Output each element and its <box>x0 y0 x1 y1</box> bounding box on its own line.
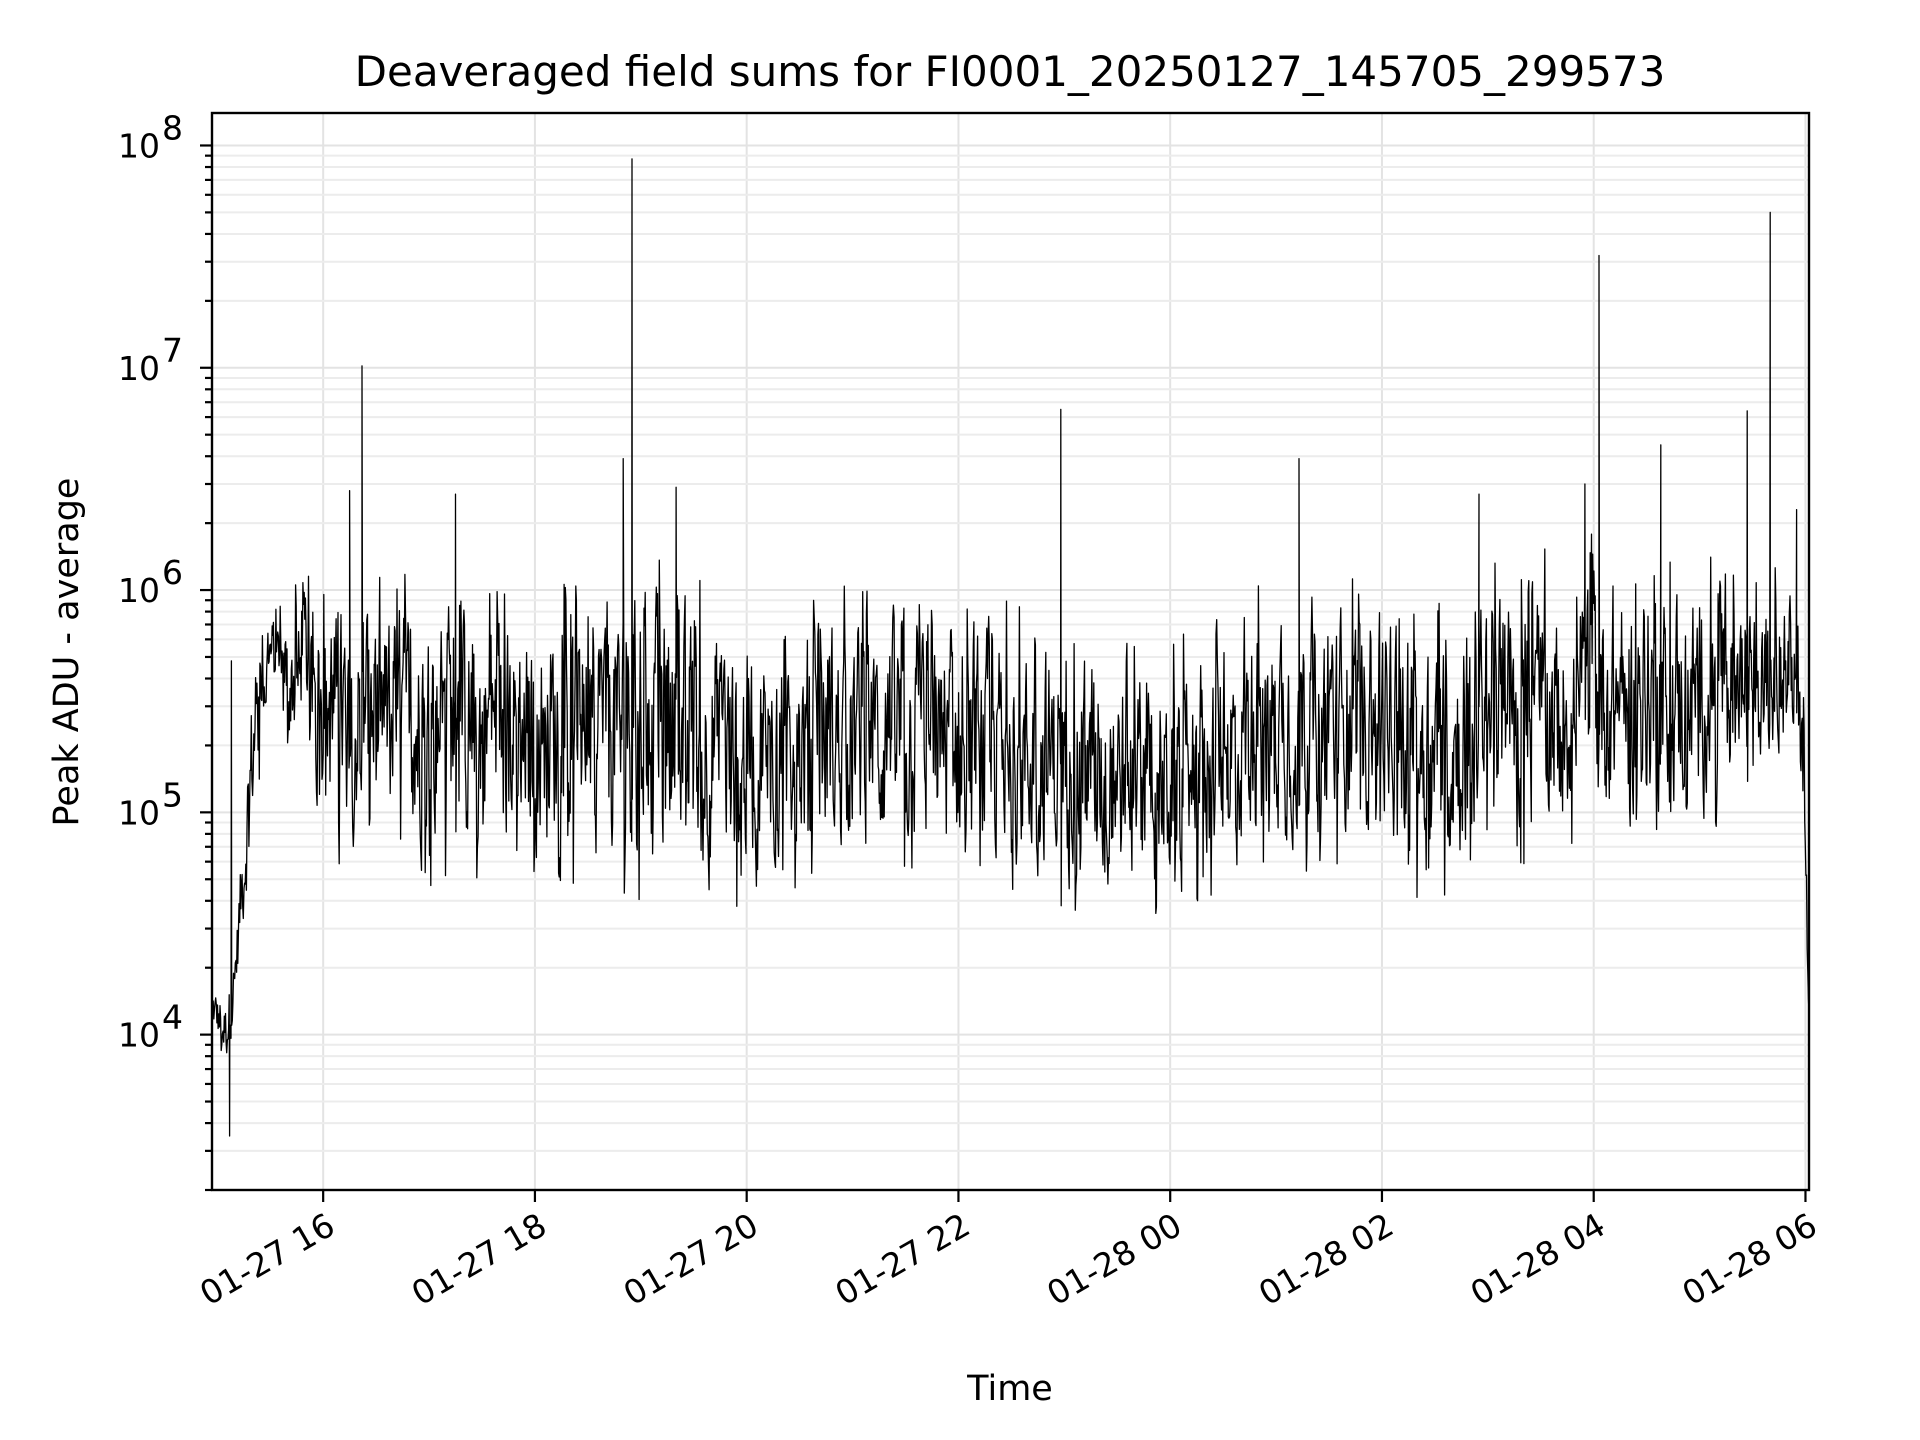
plot-frame <box>210 111 1811 1192</box>
y-tick-label-exponent: 7 <box>162 331 183 370</box>
x-tick-label: 01-27 18 <box>405 1205 553 1313</box>
x-tick-label: 01-28 04 <box>1464 1205 1612 1313</box>
y-tick-label-exponent: 6 <box>162 553 183 592</box>
y-tick-label-exponent: 5 <box>162 775 183 814</box>
grid <box>212 113 1809 1191</box>
y-axis-label: Peak ADU - average <box>47 478 87 827</box>
y-tick-label: 10 <box>118 793 160 832</box>
y-tick-label: 10 <box>118 126 160 165</box>
data-series <box>211 158 1810 1137</box>
chart-title: Deaveraged field sums for FI0001_2025012… <box>355 47 1666 96</box>
x-tick-label: 01-27 20 <box>617 1205 765 1313</box>
x-tick-label: 01-28 02 <box>1252 1205 1400 1313</box>
x-tick-label: 01-28 06 <box>1675 1205 1823 1313</box>
x-tick-label: 01-27 16 <box>193 1205 341 1313</box>
x-tick-labels: 01-27 16 01-27 18 01-27 20 01-27 22 01-28 00… <box>193 1205 1823 1313</box>
y-tick-label-exponent: 4 <box>162 998 183 1037</box>
x-tick-label: 01-27 22 <box>828 1205 976 1313</box>
y-tick-label: 10 <box>118 571 160 610</box>
y-tick-label-exponent: 8 <box>162 108 183 147</box>
axis-ticks <box>200 144 1807 1202</box>
x-axis-label: Time <box>966 1369 1053 1409</box>
y-tick-label: 10 <box>118 1016 160 1055</box>
series-line <box>211 158 1810 1137</box>
y-tick-label: 10 <box>118 349 160 388</box>
x-tick-label: 01-28 00 <box>1040 1205 1188 1313</box>
